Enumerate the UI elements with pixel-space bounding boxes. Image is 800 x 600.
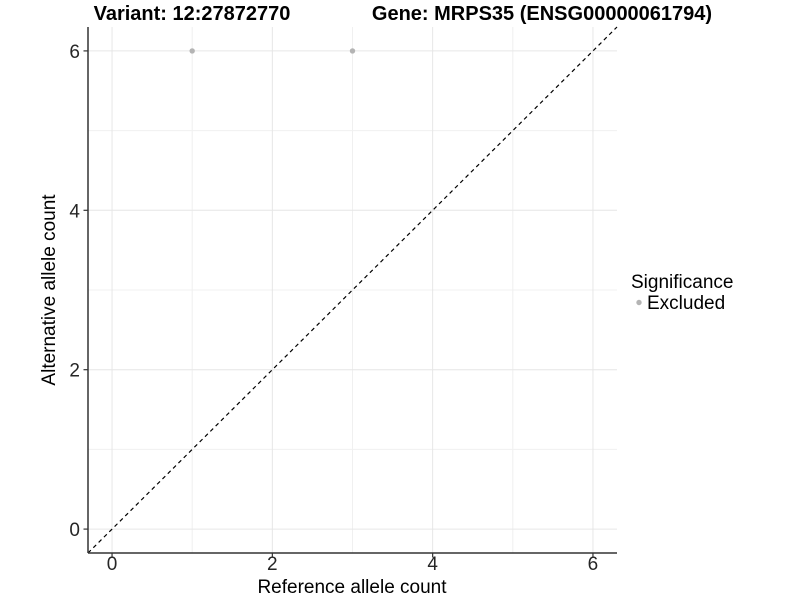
y-tick-label: 4 (69, 201, 80, 222)
x-axis-title: Reference allele count (257, 577, 447, 598)
data-point (349, 48, 356, 54)
x-tick-label: 2 (267, 554, 278, 575)
legend-marker-excluded-icon (636, 299, 642, 306)
data-points (189, 48, 356, 54)
y-tick-label: 0 (69, 520, 80, 541)
y-tick-label: 2 (69, 361, 80, 382)
x-tick-label: 6 (588, 554, 599, 575)
legend-label-excluded: Excluded (647, 293, 725, 314)
x-tick-label: 4 (427, 554, 438, 575)
data-point (189, 48, 195, 54)
y-axis-title: Alternative allele count (39, 194, 60, 386)
y-axis-ticks: 0 2 4 6 (69, 42, 88, 541)
plot-title-variant: Variant: 12:27872770 (94, 3, 291, 25)
plot-title-gene: Gene: MRPS35 (ENSG00000061794) (372, 3, 712, 25)
x-tick-label: 0 (107, 554, 118, 575)
x-axis-ticks: 0 2 4 6 (107, 553, 598, 575)
y-tick-label: 6 (69, 42, 80, 63)
legend: Significance Excluded (631, 272, 733, 314)
legend-title: Significance (631, 272, 733, 293)
